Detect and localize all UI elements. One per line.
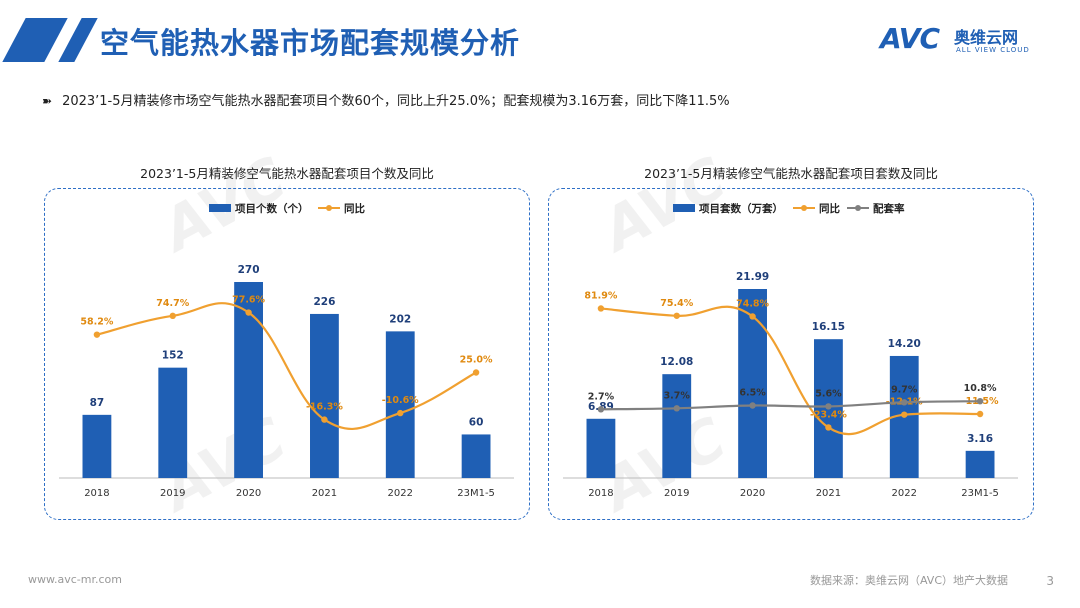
yoy-value-label: 58.2% bbox=[80, 317, 113, 328]
bar-value-label: 3.16 bbox=[967, 433, 993, 445]
rate-point bbox=[673, 405, 680, 412]
yoy-point bbox=[901, 411, 908, 418]
rate-point bbox=[597, 406, 605, 413]
x-tick-label: 2020 bbox=[236, 488, 261, 499]
rate-point bbox=[901, 399, 908, 406]
bar bbox=[738, 289, 767, 478]
yoy-point bbox=[472, 369, 480, 376]
yoy-point bbox=[397, 409, 404, 417]
bullet-arrow-icon: ➽ bbox=[42, 94, 53, 108]
bar-value-label: 202 bbox=[389, 313, 411, 325]
bar-value-label: 152 bbox=[162, 350, 184, 362]
bar-value-label: 14.20 bbox=[888, 338, 921, 350]
page-number: 3 bbox=[1046, 574, 1054, 588]
chart2-panel bbox=[548, 188, 1034, 520]
legend-line-marker bbox=[855, 205, 861, 211]
yoy-point bbox=[169, 312, 176, 320]
yoy-value-label: 74.8% bbox=[736, 298, 769, 309]
summary-text: 2023’1-5月精装修市场空气能热水器配套项目个数60个，同比上升25.0%；… bbox=[62, 94, 730, 109]
rate-value-label: 3.7% bbox=[664, 390, 691, 401]
chart2-title: 2023’1-5月精装修空气能热水器配套项目套数及同比 bbox=[644, 166, 938, 181]
yoy-line bbox=[600, 305, 981, 436]
bar bbox=[662, 374, 692, 478]
x-tick-label: 2018 bbox=[84, 488, 109, 499]
chart1-svg: 2018 2019 2020 2021 2022 23M1-5 项目个数（个） 同比 87 152… bbox=[59, 202, 514, 499]
bar bbox=[158, 367, 188, 478]
bar-value-label: 60 bbox=[469, 416, 484, 428]
logo-en-text: ALL VIEW CLOUD bbox=[956, 46, 1030, 54]
yoy-point bbox=[673, 312, 680, 319]
bar bbox=[461, 434, 491, 478]
yoy-value-label: 81.9% bbox=[584, 290, 617, 301]
rate-point bbox=[749, 402, 756, 409]
rate-value-label: 5.6% bbox=[815, 388, 842, 399]
rate-value-label: 2.7% bbox=[588, 391, 615, 402]
legend-line-marker bbox=[801, 205, 807, 211]
yoy-point bbox=[825, 424, 832, 431]
yoy-point bbox=[749, 313, 756, 320]
bar bbox=[965, 450, 995, 478]
x-tick-label: 23M1-5 bbox=[961, 488, 999, 499]
rate-value-label: 6.5% bbox=[739, 388, 766, 399]
bar-value-label: 226 bbox=[313, 296, 335, 308]
x-tick-label: 2021 bbox=[312, 488, 337, 499]
x-tick-label: 2021 bbox=[816, 488, 841, 499]
x-tick-label: 23M1-5 bbox=[457, 488, 495, 499]
x-tick-label: 2020 bbox=[740, 488, 765, 499]
x-tick-label: 2019 bbox=[160, 488, 185, 499]
x-tick-label: 2022 bbox=[892, 488, 917, 499]
bar-value-label: 270 bbox=[238, 264, 260, 276]
yoy-line bbox=[96, 302, 477, 430]
yoy-value-label: 25.0% bbox=[460, 355, 493, 366]
legend-bar-swatch bbox=[209, 204, 231, 212]
avc-logo: AVC 奥维云网 ALL VIEW CLOUD bbox=[880, 22, 1050, 62]
legend-label: 同比 bbox=[819, 202, 840, 215]
rate-line bbox=[600, 400, 981, 411]
yoy-value-label: 75.4% bbox=[660, 298, 693, 309]
yoy-point bbox=[597, 305, 605, 312]
bar bbox=[586, 418, 616, 478]
logo-cn-text: 奥维云网 bbox=[954, 28, 1019, 47]
yoy-value-label: -10.6% bbox=[382, 395, 419, 406]
bar-value-label: 12.08 bbox=[660, 356, 693, 368]
yoy-point bbox=[976, 410, 984, 418]
x-tick-label: 2022 bbox=[388, 488, 413, 499]
rate-point bbox=[825, 403, 832, 410]
rate-point bbox=[976, 398, 984, 405]
bar-value-label: 87 bbox=[90, 397, 105, 409]
yoy-value-label: -23.4% bbox=[810, 409, 847, 420]
bar bbox=[82, 414, 112, 478]
yoy-value-label: 74.7% bbox=[156, 298, 189, 309]
logo-mark: AVC bbox=[880, 22, 940, 55]
legend-label: 项目个数（个） bbox=[235, 202, 309, 215]
chart2-svg: 2018 2019 2020 2021 2022 23M1-5 项目套数（万套） 同比 配套率 6… bbox=[563, 202, 1018, 499]
legend-label: 项目套数（万套） bbox=[699, 202, 783, 215]
legend-line-marker bbox=[326, 205, 332, 211]
x-tick-label: 2018 bbox=[588, 488, 613, 499]
page-title: 空气能热水器市场配套规模分析 bbox=[100, 26, 521, 60]
legend-label: 同比 bbox=[344, 202, 365, 215]
footer-source: 数据来源：奥维云网（AVC）地产大数据 bbox=[809, 574, 1008, 587]
yoy-value-label: 77.6% bbox=[232, 295, 265, 306]
rate-value-label: 10.8% bbox=[964, 383, 997, 394]
rate-value-label: 9.7% bbox=[891, 384, 918, 395]
bar bbox=[385, 331, 415, 478]
yoy-point bbox=[93, 331, 101, 338]
chart1-title: 2023’1-5月精装修空气能热水器配套项目个数及同比 bbox=[140, 166, 434, 181]
yoy-point bbox=[245, 309, 252, 316]
yoy-point bbox=[321, 416, 328, 423]
legend-bar-swatch bbox=[673, 204, 695, 212]
bar bbox=[310, 313, 339, 478]
x-tick-label: 2019 bbox=[664, 488, 689, 499]
yoy-value-label: -16.3% bbox=[306, 402, 343, 413]
footer-site: www.avc-mr.com bbox=[28, 573, 122, 586]
chart1-panel bbox=[44, 188, 530, 520]
summary-bullet: ➽ 2023’1-5月精装修市场空气能热水器配套项目个数60个，同比上升25.0%… bbox=[42, 90, 730, 109]
bar-value-label: 21.99 bbox=[736, 271, 769, 283]
legend-label: 配套率 bbox=[873, 202, 905, 215]
bar-value-label: 16.15 bbox=[812, 321, 845, 333]
